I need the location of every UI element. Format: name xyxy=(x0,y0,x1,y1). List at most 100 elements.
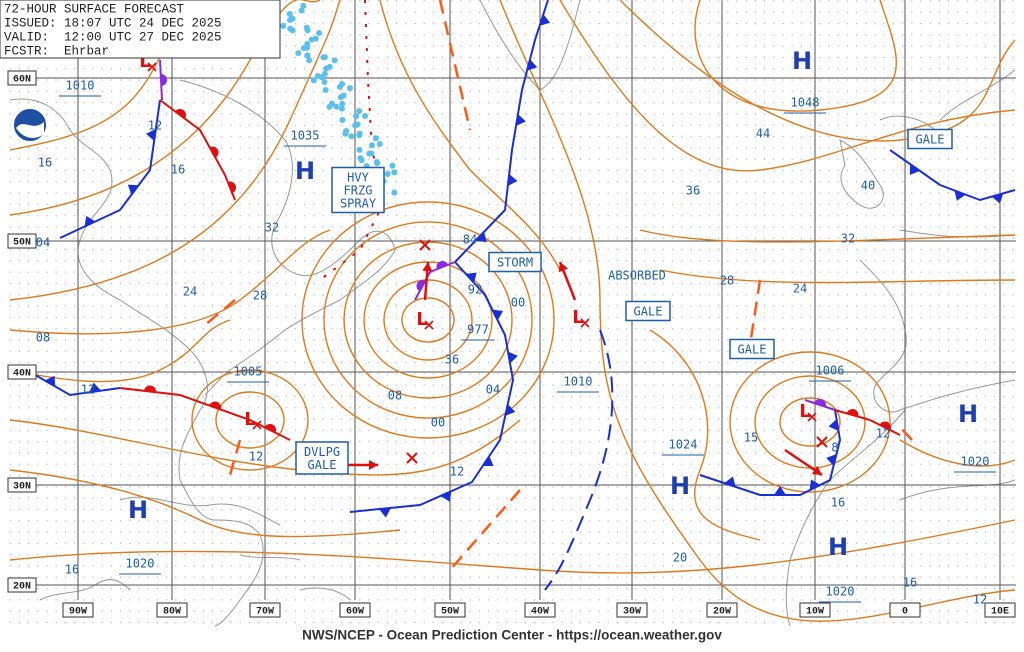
isobar xyxy=(401,297,455,343)
warm-symbol xyxy=(227,181,236,194)
cold-symbol xyxy=(465,272,477,283)
ice-dot xyxy=(368,150,375,157)
isobar-label: 92 xyxy=(468,283,482,297)
cold-symbol xyxy=(909,164,920,175)
high-symbol: H xyxy=(295,157,315,185)
lat-label-box xyxy=(7,70,37,86)
lon-label: 30W xyxy=(623,607,641,618)
cold-symbol xyxy=(440,491,452,502)
warm-symbol xyxy=(209,146,219,158)
ice-dot xyxy=(338,105,345,112)
isobar xyxy=(619,0,1016,142)
lon-label-box xyxy=(889,602,921,618)
warm-front-aloft xyxy=(319,0,387,281)
central-pressure: 1035 xyxy=(291,129,320,143)
ice-dot xyxy=(339,100,346,107)
ice-dot xyxy=(356,132,363,139)
warm-symbol xyxy=(879,421,891,431)
cold-symbol xyxy=(774,486,786,495)
cold-symbol xyxy=(482,456,494,466)
high-symbol: H xyxy=(792,47,812,75)
warm-symbol xyxy=(209,401,221,410)
ice-dot xyxy=(321,54,328,61)
low-center-x xyxy=(252,420,262,430)
lon-label: 80W xyxy=(163,607,181,618)
header-issued: ISSUED: 18:07 UTC 24 DEC 2025 xyxy=(4,16,222,30)
low-center-x xyxy=(807,412,817,422)
ice-dot xyxy=(318,74,325,81)
lat-label-box xyxy=(7,233,37,249)
cold-symbol xyxy=(84,215,96,227)
isobar xyxy=(779,397,841,447)
trough xyxy=(438,0,472,131)
header-forecaster: FCSTR: Ehrbar xyxy=(4,44,109,58)
cold-symbol xyxy=(505,404,516,416)
noaa-logo xyxy=(12,107,48,143)
ice-dot xyxy=(389,162,396,169)
warm-symbol xyxy=(264,423,276,433)
cold-symbol xyxy=(44,375,56,387)
cold-symbol xyxy=(828,419,839,431)
ice-dot xyxy=(391,189,398,196)
isobar xyxy=(323,221,533,419)
ice-dot xyxy=(300,2,307,9)
trough xyxy=(204,299,236,326)
cold-symbol xyxy=(539,14,551,26)
header-title: 72-HOUR SURFACE FORECAST xyxy=(4,2,185,16)
ice-dot xyxy=(306,57,313,64)
trough xyxy=(897,424,913,441)
occl-symbol xyxy=(416,280,426,292)
lon-label-box xyxy=(249,602,281,618)
lon-label: 20W xyxy=(713,607,731,618)
cold-symbol xyxy=(507,174,518,186)
ice-dot xyxy=(339,81,346,87)
low-center-x xyxy=(580,318,590,328)
occl-symbol xyxy=(160,74,168,86)
ice-dot xyxy=(289,15,296,22)
ice-dot xyxy=(373,159,380,166)
warning-text: FRZG xyxy=(344,184,373,198)
cold-symbol xyxy=(724,476,736,487)
high-symbol: H xyxy=(828,533,848,561)
isobar-label: 16 xyxy=(171,163,185,177)
ice-dot xyxy=(295,50,302,57)
isobar xyxy=(659,269,1016,284)
isobar xyxy=(379,0,561,271)
cold-symbol xyxy=(516,114,526,126)
ice-dot xyxy=(280,22,287,29)
cold-symbol xyxy=(146,129,156,141)
central-pressure: 1048 xyxy=(791,96,820,110)
low-center-x xyxy=(147,62,157,72)
ice-dot xyxy=(304,52,311,59)
ice-dot xyxy=(289,27,296,34)
isobar-label: 12 xyxy=(973,593,987,607)
lon-label-box xyxy=(156,602,188,618)
lon-label: 90W xyxy=(69,607,87,618)
central-pressure: 1020 xyxy=(826,585,855,599)
high-symbol: H xyxy=(958,400,978,428)
isobar xyxy=(343,241,513,399)
lon-label: 60W xyxy=(346,607,364,618)
isobar-label: 44 xyxy=(756,127,770,141)
ice-dot xyxy=(358,157,365,164)
isobar-label: 00 xyxy=(511,296,525,310)
isobar-label: 36 xyxy=(686,184,700,198)
ice-dot xyxy=(312,35,319,42)
isobar xyxy=(9,469,401,538)
isobar-label: 24 xyxy=(793,282,807,296)
ice-dot xyxy=(369,142,375,149)
isobar-label: 16 xyxy=(903,576,917,590)
future-position xyxy=(816,436,828,448)
warning-text: HVY xyxy=(347,171,369,185)
isobar-label: 16 xyxy=(65,563,79,577)
lon-label: 40W xyxy=(531,607,549,618)
lon-label-box xyxy=(616,602,648,618)
annotation: ABSORBED xyxy=(608,269,666,283)
isobar-label: 28 xyxy=(253,289,267,303)
isobar-label: 32 xyxy=(841,232,855,246)
lon-label: 50W xyxy=(441,607,459,618)
ice-dot xyxy=(326,63,333,70)
lon-label-box xyxy=(339,602,371,618)
